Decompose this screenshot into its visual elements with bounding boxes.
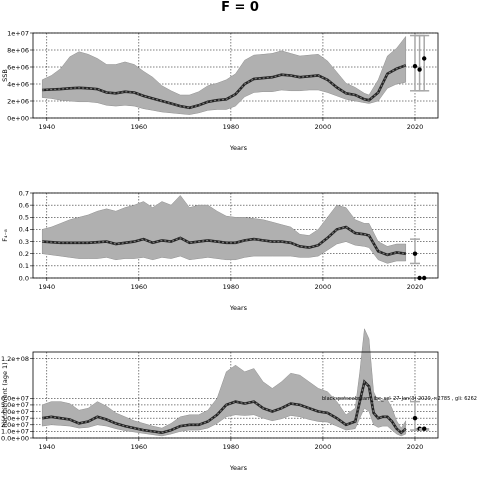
y-axis-label: SSB [1, 69, 9, 82]
projection-point [421, 426, 427, 431]
confidence-band [41, 35, 407, 115]
y-tick-label: 0e+00 [7, 114, 29, 122]
projection-point [412, 251, 418, 256]
figure-title: F = 0 [221, 0, 259, 15]
x-tick-label: 1960 [131, 283, 148, 291]
x-axis-label: Years [229, 144, 248, 152]
projection-point [421, 56, 427, 61]
y-tick-label: 0.7 [19, 189, 29, 197]
y-tick-label: 3.0e+07 [1, 414, 29, 422]
x-tick-label: 1960 [131, 123, 148, 131]
estimate-line-dash [42, 226, 406, 256]
y-tick-label: 1.0e+07 [1, 428, 29, 436]
y-tick-label: 6e+06 [7, 63, 29, 71]
plot-frame [32, 351, 439, 439]
x-axis-label: Years [229, 304, 248, 312]
plot-frame [32, 32, 439, 119]
estimate-line-dash [42, 380, 407, 434]
panel-2: 1940 1960 1980 2000 2020 0.0 0.1 0.2 0.3 0.4 0.5 0.… [1, 189, 439, 312]
x-axis-label: Years [229, 464, 248, 472]
x-tick-label: 1960 [131, 443, 148, 451]
x-tick-label: 1980 [223, 123, 240, 131]
y-axis-label: F₄₋₈ [1, 229, 9, 242]
y-tick-label: 8e+06 [7, 46, 29, 54]
y-tick-label: 6.0e+07 [1, 395, 29, 403]
x-tick-label: 1940 [39, 123, 56, 131]
y-tick-label: 1.2e+08 [1, 355, 29, 363]
y-tick-label: 0.0 [19, 274, 29, 282]
plot-frame [32, 192, 439, 279]
y-tick-label: 0.1 [19, 262, 29, 270]
y-tick-label: 4e+06 [7, 80, 29, 88]
x-tick-label: 2000 [315, 283, 332, 291]
y-tick-label: 2.0e+07 [1, 421, 29, 429]
y-tick-label: 1e+07 [7, 29, 29, 37]
projection-point [417, 67, 422, 72]
x-tick-label: 2020 [407, 443, 424, 451]
projection-point [412, 63, 418, 69]
chart-annotation: blackspotseabream_ibe_sel_27-Jan(3) 2020… [322, 396, 477, 402]
x-tick-label: 2000 [315, 443, 332, 451]
x-tick-label: 2020 [407, 123, 424, 131]
x-tick-label: 1940 [39, 443, 56, 451]
y-tick-label: 2e+06 [7, 97, 29, 105]
x-tick-label: 2020 [407, 283, 424, 291]
panel-1: 1940 1960 1980 2000 2020 0e+00 2e+06 4e+06 6e+06… [1, 29, 439, 152]
confidence-band [41, 327, 407, 437]
panel-3: 1940 1960 1980 2000 2020 0.0e+001.0e+072.0e+0… [1, 327, 477, 472]
estimate-line-dash [42, 64, 407, 109]
y-tick-label: 0.0e+00 [1, 434, 29, 442]
y-tick-label: 0.6 [19, 201, 29, 209]
y-tick-label: 0.2 [19, 250, 29, 258]
x-tick-label: 2000 [315, 123, 332, 131]
x-tick-label: 1940 [39, 283, 56, 291]
y-tick-label: 0.3 [19, 238, 29, 246]
y-axis-label: Recruitment (age 1) [1, 362, 9, 427]
y-tick-label: 0.5 [19, 214, 29, 222]
x-tick-label: 1980 [223, 443, 240, 451]
y-tick-label: 5.0e+07 [1, 401, 29, 409]
x-tick-label: 1980 [223, 283, 240, 291]
projection-point [412, 415, 418, 421]
y-tick-label: 4.0e+07 [1, 408, 29, 416]
y-tick-label: 0.4 [19, 226, 29, 234]
